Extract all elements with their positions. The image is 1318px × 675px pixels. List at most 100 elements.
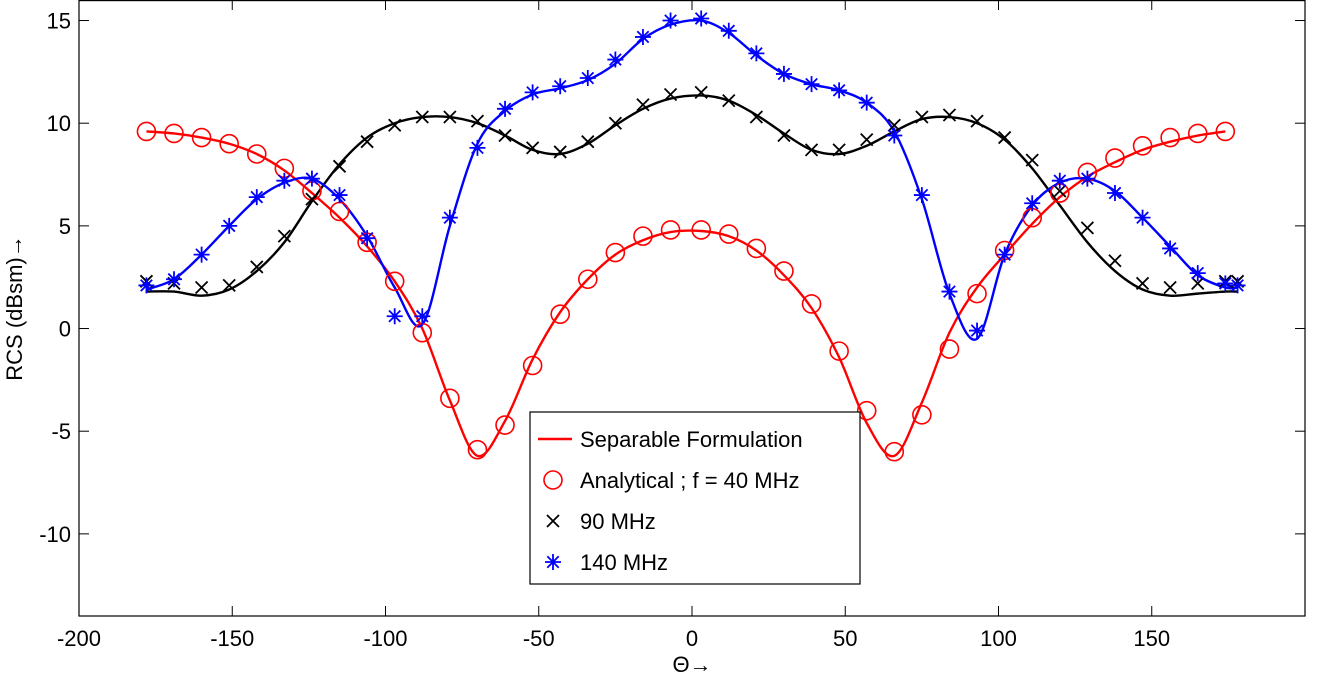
- series-1-point: [1163, 280, 1177, 295]
- series-2-point: [221, 217, 238, 234]
- series-0-point: [801, 294, 822, 314]
- series-1-point: [360, 135, 374, 149]
- series-0-point: [718, 224, 739, 244]
- series-2-point: [803, 76, 820, 93]
- series-1-point: [1135, 276, 1150, 290]
- series-2-point: [996, 246, 1013, 263]
- legend: Separable Formulation Analytical ; f = 40…: [529, 411, 861, 585]
- series-1-point: [277, 229, 291, 243]
- series-0-point: [164, 123, 184, 144]
- series-1-point: [749, 110, 764, 124]
- legend-marker-swatch: [546, 514, 560, 528]
- series-0-point: [660, 220, 681, 240]
- series-2-point: [193, 246, 210, 263]
- series-0-point: [1160, 127, 1180, 148]
- series-2-point: [469, 139, 486, 156]
- series-0-point: [939, 339, 960, 359]
- series-2-point: [276, 172, 293, 189]
- y-tick-label: 0: [59, 317, 71, 342]
- series-2-point: [775, 65, 792, 82]
- series-0-point: [912, 404, 932, 425]
- series-2-point: [693, 10, 710, 27]
- series-2-point: [662, 12, 679, 29]
- series-1-point: [777, 128, 791, 143]
- x-tick-label: 50: [833, 626, 857, 651]
- y-tick-label: 5: [59, 214, 71, 239]
- series-2-point: [913, 187, 930, 204]
- series-1-point: [1053, 184, 1067, 198]
- series-0-point: [605, 242, 626, 263]
- x-tick-label: -50: [523, 626, 555, 651]
- series-1-point: [722, 93, 736, 108]
- series-0-point: [440, 388, 460, 409]
- series-1-point: [415, 110, 429, 124]
- series-1-point: [1191, 276, 1205, 290]
- series-1-point: [498, 128, 512, 143]
- y-axis-ticks: -10 -5 0 5 10 15: [39, 9, 1305, 547]
- series-2-point: [497, 100, 514, 117]
- series-1-point: [525, 141, 540, 155]
- series-2-point: [720, 22, 737, 39]
- series-2-point: [607, 51, 624, 68]
- series-2-point: [1162, 240, 1179, 257]
- series-0-point: [1187, 123, 1208, 144]
- series-2-point: [1106, 185, 1123, 202]
- series-1-point: [887, 118, 901, 132]
- series-2-point: [1051, 172, 1068, 189]
- series-1-point: [250, 260, 264, 274]
- series-2-point: [969, 322, 986, 339]
- series-2-point: [386, 308, 403, 325]
- series-2-point: [941, 283, 958, 300]
- series-2-point: [248, 189, 265, 206]
- series-1-point: [636, 98, 650, 112]
- series-2-point: [1217, 275, 1234, 292]
- series-1-point: [470, 114, 485, 128]
- y-tick-label: 15: [47, 9, 71, 34]
- series-0-point: [384, 271, 405, 292]
- series-line-1: [146, 94, 1238, 298]
- legend-entry-label: Separable Formulation: [580, 427, 803, 452]
- series-0-point: [1132, 135, 1153, 156]
- series-1-point: [1025, 153, 1039, 167]
- y-tick-label: 10: [47, 111, 71, 136]
- x-tick-label: 0: [686, 626, 698, 651]
- series-1-point: [694, 85, 708, 100]
- legend-entry-label: 140 MHz: [580, 550, 668, 575]
- series-0-point: [746, 238, 767, 259]
- series-1-point: [608, 116, 623, 130]
- series-2-point: [886, 127, 903, 144]
- series-2-point: [1024, 195, 1041, 212]
- legend-marker-swatch: [543, 470, 563, 490]
- series-2-point: [441, 209, 458, 226]
- series-0-point: [691, 220, 711, 240]
- x-tick-label: -100: [363, 626, 407, 651]
- series-2-point: [1229, 277, 1246, 294]
- series-0-point: [550, 304, 571, 324]
- x-axis-label: Θ→: [672, 652, 711, 675]
- y-axis-label: RCS (dBsm)→: [2, 235, 27, 380]
- series-2-point: [831, 82, 848, 99]
- series-2-point: [1079, 170, 1096, 187]
- legend-entry-label: 90 MHz: [580, 509, 656, 534]
- series-2-point: [748, 45, 765, 62]
- series-1-point: [305, 192, 319, 206]
- series-1-point: [388, 118, 402, 132]
- series-0-point: [1105, 148, 1125, 168]
- series-0-point: [191, 127, 212, 148]
- series-1-point: [970, 114, 984, 128]
- legend-box: [529, 411, 861, 585]
- series-0-point: [246, 144, 267, 164]
- series-1-point: [1080, 221, 1095, 235]
- series-1-point: [332, 159, 347, 173]
- series-line-0: [146, 130, 1226, 458]
- series-0-point: [219, 133, 239, 154]
- series-0-point: [495, 415, 515, 435]
- series-0-point: [467, 439, 488, 460]
- series-0-point: [967, 283, 987, 304]
- series-2-point: [359, 230, 376, 247]
- x-tick-label: 100: [980, 626, 1017, 651]
- series-0-point: [136, 121, 157, 142]
- series-2-point: [166, 271, 183, 288]
- series-1-point: [915, 110, 929, 124]
- series-1-point: [194, 280, 209, 295]
